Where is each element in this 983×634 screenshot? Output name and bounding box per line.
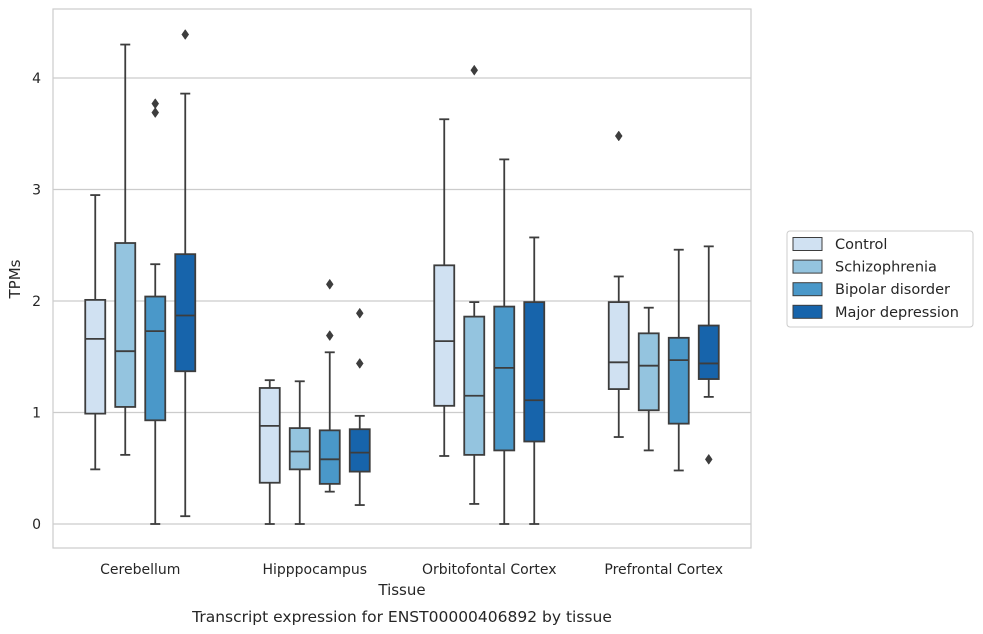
iqr-box xyxy=(523,301,546,443)
x-tick-label: Prefrontal Cortex xyxy=(604,562,723,578)
x-tick-labels: Cerebellum Hipppocampus Orbitofontal Corte… xyxy=(100,562,723,578)
box-group xyxy=(523,236,546,525)
outlier-point xyxy=(614,130,623,142)
box-group xyxy=(144,98,167,525)
iqr-box xyxy=(463,315,486,456)
iqr-box xyxy=(667,336,690,425)
iqr-box xyxy=(637,332,660,412)
box-group xyxy=(607,130,630,438)
legend-label: Major depression xyxy=(835,305,959,321)
outlier-point xyxy=(470,64,479,76)
box-group xyxy=(318,278,341,493)
box-group xyxy=(258,379,281,525)
y-axis-label: TPMs xyxy=(6,259,24,299)
chart-caption: Transcript expression for ENST0000040689… xyxy=(191,608,612,626)
box-group xyxy=(174,29,197,518)
legend-swatch xyxy=(792,282,823,297)
iqr-box xyxy=(174,253,197,373)
outlier-point xyxy=(325,278,334,290)
gridlines xyxy=(53,77,751,525)
outlier-point xyxy=(151,107,160,119)
y-tick-label: 0 xyxy=(32,517,41,533)
y-tick-label: 3 xyxy=(32,183,41,199)
iqr-box xyxy=(258,387,281,484)
x-tick-label: Cerebellum xyxy=(100,562,180,578)
iqr-box xyxy=(697,324,720,380)
x-tick-label: Hipppocampus xyxy=(262,562,367,578)
legend-swatch xyxy=(792,237,823,251)
box-group xyxy=(463,64,486,505)
iqr-box xyxy=(433,264,456,407)
legend-label: Control xyxy=(835,237,887,253)
iqr-box xyxy=(348,428,371,473)
legend-label: Bipolar disorder xyxy=(835,282,950,298)
iqr-box xyxy=(114,242,137,408)
legend-swatch xyxy=(792,304,823,319)
plot-frame xyxy=(52,8,752,549)
outlier-point xyxy=(151,98,160,110)
outlier-point xyxy=(181,29,190,40)
x-tick-label: Orbitofontal Cortex xyxy=(422,562,557,578)
y-tick-label: 1 xyxy=(32,406,41,422)
outlier-point xyxy=(355,358,364,369)
iqr-box xyxy=(288,427,311,471)
legend-frame xyxy=(786,230,974,328)
legend-label: Schizophrenia xyxy=(835,260,937,276)
legend: Control Schizophrenia Bipolar disorder Majo… xyxy=(786,230,974,328)
outlier-point xyxy=(704,453,713,465)
boxes xyxy=(84,29,720,525)
box-group xyxy=(114,43,137,456)
outlier-point xyxy=(355,307,364,319)
y-tick-label: 2 xyxy=(32,294,41,310)
box-group xyxy=(348,307,371,506)
iqr-box xyxy=(493,305,516,452)
iqr-box xyxy=(144,295,167,422)
box-group xyxy=(433,118,456,457)
outlier-point xyxy=(325,330,334,342)
x-axis-label: Tissue xyxy=(377,581,425,599)
legend-swatch xyxy=(792,259,823,274)
box-group xyxy=(493,158,516,525)
y-tick-labels: 0 1 2 3 4 xyxy=(32,71,41,533)
box-group xyxy=(288,380,311,525)
box-group xyxy=(697,245,720,465)
box-group xyxy=(667,248,690,472)
y-tick-label: 4 xyxy=(32,71,41,87)
box-group xyxy=(84,194,107,471)
iqr-box xyxy=(607,301,630,390)
box-group xyxy=(637,306,660,452)
iqr-box xyxy=(318,429,341,485)
iqr-box xyxy=(84,298,107,415)
